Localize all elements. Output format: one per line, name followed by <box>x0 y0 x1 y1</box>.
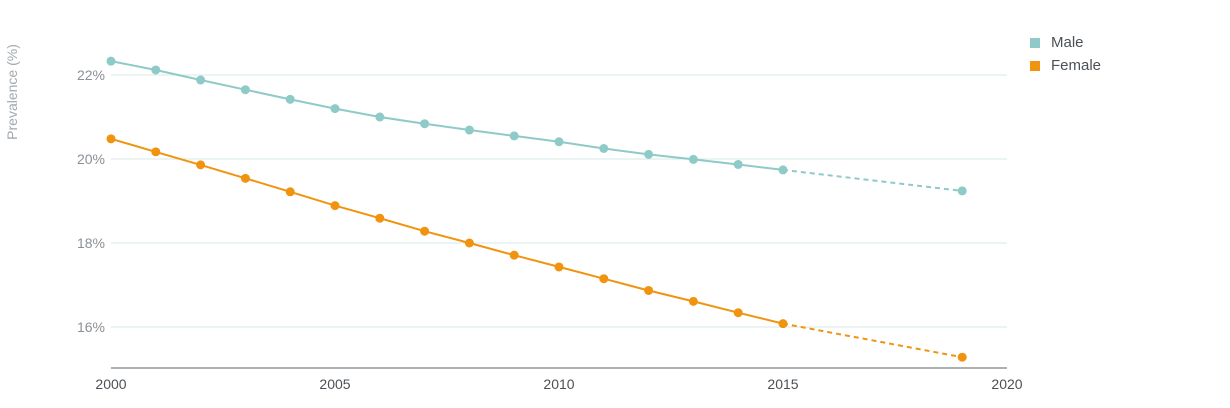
data-point-female-2003 <box>240 173 250 183</box>
data-point-female-2007 <box>420 226 430 236</box>
y-tick-label-20: 20% <box>77 151 105 167</box>
legend-label-male: Male <box>1051 34 1084 51</box>
data-point-male-2001 <box>151 65 161 75</box>
data-point-female-2015 <box>778 319 788 329</box>
data-point-male-2000 <box>106 56 116 66</box>
data-point-female-2013 <box>688 296 698 306</box>
data-point-male-2003 <box>240 85 250 95</box>
series-male <box>106 56 967 196</box>
data-point-female-2006 <box>375 213 385 223</box>
x-tick-label-2010: 2010 <box>543 376 574 392</box>
series-female <box>106 134 967 362</box>
data-series <box>106 56 967 362</box>
data-point-male-2009 <box>509 131 519 141</box>
grid-lines <box>111 74 1007 328</box>
legend-swatch-male <box>1030 38 1040 48</box>
data-point-male-2006 <box>375 112 385 122</box>
y-axis-title: Prevalence (%) <box>4 44 20 140</box>
data-point-female-2001 <box>151 147 161 157</box>
series-projection-line-female <box>782 322 963 359</box>
legend-label-female: Female <box>1051 57 1101 74</box>
y-tick-label-16: 16% <box>77 319 105 335</box>
data-point-male-2019 <box>957 186 967 196</box>
data-point-female-2000 <box>106 134 116 144</box>
x-tick-label-2000: 2000 <box>95 376 126 392</box>
data-point-male-2008 <box>464 125 474 135</box>
y-tick-label-18: 18% <box>77 235 105 251</box>
data-point-female-2004 <box>285 187 295 197</box>
data-point-female-2005 <box>330 201 340 211</box>
y-tick-label-22: 22% <box>77 67 105 83</box>
data-point-female-2019 <box>957 352 967 362</box>
x-tick-label-2005: 2005 <box>319 376 350 392</box>
legend-swatch-female <box>1030 61 1040 71</box>
series-line-male <box>110 60 784 171</box>
data-point-male-2010 <box>554 137 564 147</box>
series-line-female <box>110 137 784 325</box>
data-point-male-2011 <box>599 144 609 153</box>
data-point-female-2008 <box>464 238 474 248</box>
data-point-female-2002 <box>196 160 206 170</box>
data-point-female-2010 <box>554 262 564 272</box>
data-point-male-2007 <box>420 119 430 129</box>
data-point-male-2002 <box>196 75 206 85</box>
x-tick-label-2015: 2015 <box>767 376 798 392</box>
data-point-female-2009 <box>509 250 519 260</box>
data-point-male-2014 <box>733 159 743 169</box>
data-point-male-2012 <box>644 149 654 159</box>
data-point-male-2005 <box>330 104 340 114</box>
data-point-male-2013 <box>688 154 698 164</box>
data-point-female-2011 <box>599 274 609 284</box>
data-point-female-2014 <box>733 308 743 318</box>
data-point-male-2004 <box>285 94 295 104</box>
axes: 16% 18% 20% 22% 2000 2005 2010 2015 2020 <box>77 67 1023 392</box>
x-tick-label-2020: 2020 <box>991 376 1022 392</box>
data-point-female-2012 <box>644 285 654 295</box>
legend: Male Female <box>1030 34 1101 74</box>
data-point-male-2015 <box>778 165 788 175</box>
series-projection-line-male <box>782 168 963 192</box>
